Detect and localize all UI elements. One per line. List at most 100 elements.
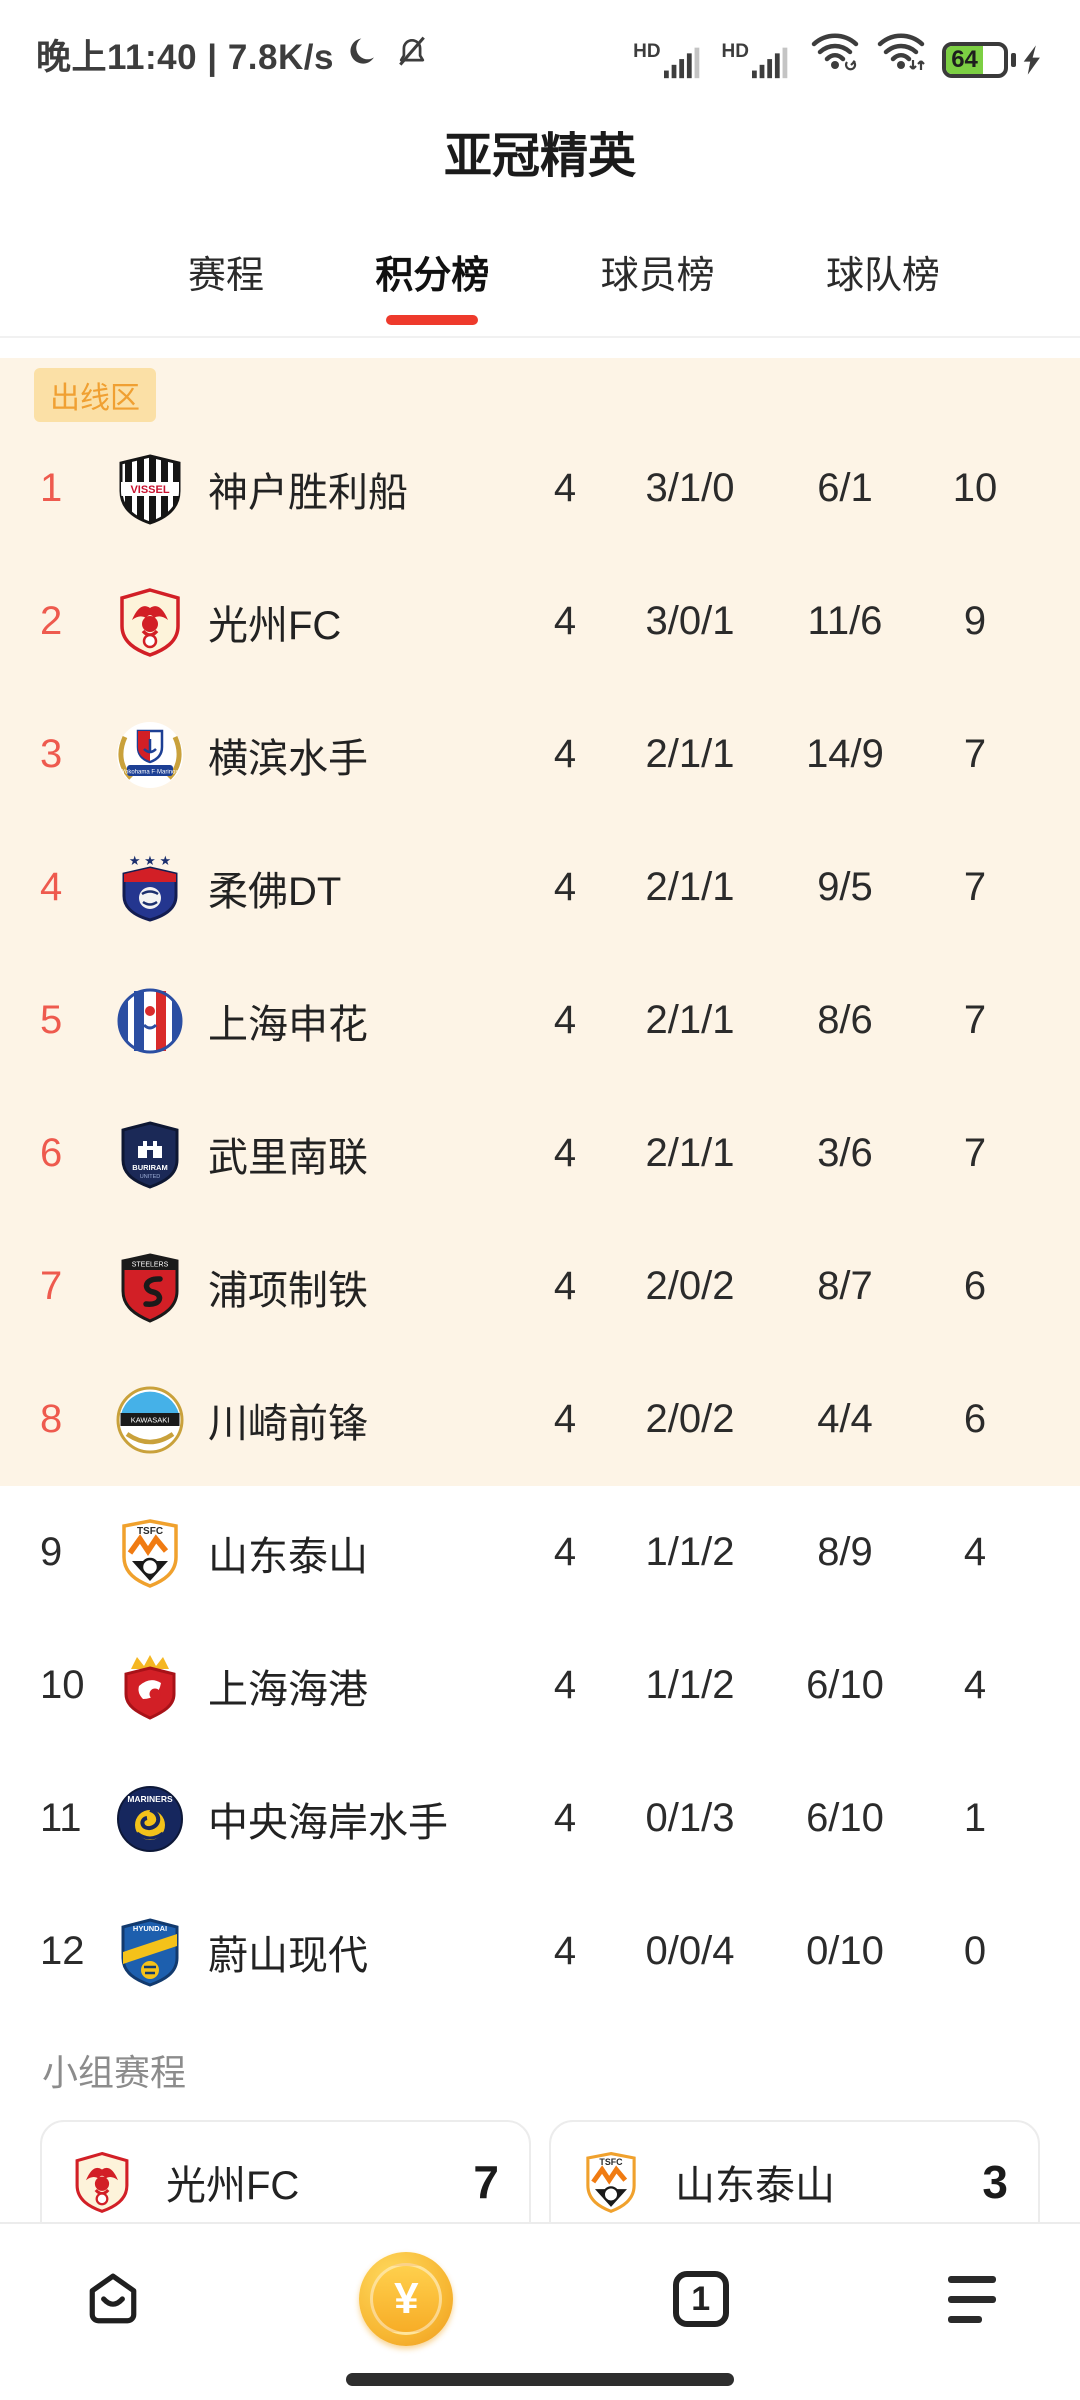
goals-for-against: 3/6 <box>817 1131 873 1175</box>
points: 1 <box>963 1796 987 1840</box>
page-title: 亚冠精英 <box>443 130 636 183</box>
home-indicator-bar[interactable] <box>346 2373 734 2386</box>
rank: 2 <box>40 599 63 643</box>
rank: 7 <box>40 1264 63 1308</box>
team-name: 柔佛DT <box>208 869 342 914</box>
tab-standings[interactable]: 积分榜 <box>375 244 489 325</box>
rank: 8 <box>40 1397 63 1441</box>
team-logo-buriram-united <box>98 1118 202 1190</box>
team-logo-johor-dt <box>98 851 202 924</box>
games-played: 4 <box>553 1264 577 1308</box>
table-row[interactable]: 7 浦项制铁 4 2/0/2 8/7 6 <box>0 1220 1080 1353</box>
goals-for-against: 11/6 <box>807 599 883 643</box>
tab-players[interactable]: 球员榜 <box>600 255 715 297</box>
fixture-team-row[interactable]: 山东泰山 3 <box>579 2136 1008 2228</box>
goals-for-against: 9/5 <box>817 865 873 909</box>
tab-divider <box>0 336 1080 338</box>
win-draw-loss: 2/1/1 <box>645 732 735 776</box>
qualification-zone: 出线区 1 神户胜利船 4 3/1/0 6/1 10 2 光州FC 4 3/0/… <box>0 358 1080 1486</box>
status-bar: 晚上11:40 | 7.8K/s HD HD <box>0 22 1080 86</box>
team-logo-pohang-steelers <box>98 1251 202 1323</box>
win-draw-loss: 0/0/4 <box>645 1929 735 1973</box>
games-played: 4 <box>553 1663 577 1707</box>
team-name: 上海海港 <box>208 1667 368 1712</box>
table-row[interactable]: 5 上海申花 4 2/1/1 8/6 7 <box>0 954 1080 1087</box>
team-name: 光州FC <box>208 603 342 648</box>
points: 6 <box>963 1264 987 1308</box>
points: 6 <box>963 1397 987 1441</box>
hd-voice-label: HD <box>633 40 661 62</box>
points: 0 <box>963 1929 987 1973</box>
table-row[interactable]: 12 蔚山现代 4 0/0/4 0/10 0 <box>0 1885 1080 2018</box>
team-logo-gwangju-fc <box>98 586 202 658</box>
standings-table: 出线区 1 神户胜利船 4 3/1/0 6/1 10 2 光州FC 4 3/0/… <box>0 338 1080 2332</box>
team-logo-shandong-taishan <box>579 2150 643 2214</box>
mute-bell-slash-icon <box>394 34 430 75</box>
table-row[interactable]: 6 武里南联 4 2/1/1 3/6 7 <box>0 1087 1080 1220</box>
team-score: 3 <box>982 2156 1008 2208</box>
games-played: 4 <box>553 466 577 510</box>
team-name: 浦项制铁 <box>208 1268 368 1313</box>
rank: 9 <box>40 1530 63 1574</box>
team-logo-ulsan-hyundai <box>98 1916 202 1988</box>
table-row[interactable]: 9 山东泰山 4 1/1/2 8/9 4 <box>0 1486 1080 1619</box>
goals-for-against: 8/6 <box>817 998 873 1042</box>
table-row[interactable]: 4 柔佛DT 4 2/1/1 9/5 7 <box>0 821 1080 954</box>
team-logo-central-coast-mariners <box>98 1783 202 1855</box>
signal-bars-icon <box>663 47 699 78</box>
rank: 6 <box>40 1131 63 1175</box>
wifi-link-icon <box>810 30 860 77</box>
table-row[interactable]: 3 横滨水手 4 2/1/1 14/9 7 <box>0 688 1080 821</box>
win-draw-loss: 2/1/1 <box>645 1131 735 1175</box>
team-name: 蔚山现代 <box>208 1933 368 1978</box>
win-draw-loss: 1/1/2 <box>645 1663 735 1707</box>
nav-coin-button[interactable]: ¥ <box>359 2252 454 2346</box>
games-played: 4 <box>553 865 577 909</box>
tab-bar: 赛程 积分榜 球员榜 球队榜 <box>188 244 940 325</box>
sim1-signal: HD <box>633 41 705 79</box>
team-logo-shanghai-shenhua <box>98 985 202 1057</box>
qualification-zone-label: 出线区 <box>34 368 156 422</box>
rank: 11 <box>40 1796 82 1840</box>
table-row[interactable]: 10 上海海港 4 1/1/2 6/10 4 <box>0 1619 1080 1752</box>
goals-for-against: 6/1 <box>817 466 873 510</box>
nav-menu-button[interactable] <box>947 2275 996 2323</box>
table-row[interactable]: 11 中央海岸水手 4 0/1/3 6/10 1 <box>0 1752 1080 1885</box>
team-name: 山东泰山 <box>208 1534 368 1579</box>
win-draw-loss: 0/1/3 <box>645 1796 735 1840</box>
games-played: 4 <box>553 732 577 776</box>
hd-voice-label: HD <box>721 40 749 62</box>
team-logo-shanghai-port <box>98 1650 202 1722</box>
team-logo-yokohama-marinos <box>98 719 202 791</box>
tab-teams[interactable]: 球队榜 <box>825 255 940 297</box>
rank: 10 <box>40 1663 85 1707</box>
home-icon <box>89 2273 137 2324</box>
sim2-signal: HD <box>722 41 794 79</box>
games-played: 4 <box>553 1397 577 1441</box>
battery-icon: 64 <box>942 41 1008 78</box>
charging-bolt-icon <box>1023 44 1040 75</box>
badge-count: 1 <box>691 2279 711 2318</box>
signal-bars-icon <box>752 47 788 78</box>
status-time-and-speed: 晚上11:40 | 7.8K/s <box>36 37 334 77</box>
points: 4 <box>963 1530 987 1574</box>
games-played: 4 <box>553 1131 577 1175</box>
table-row[interactable]: 1 神户胜利船 4 3/1/0 6/1 10 <box>0 422 1080 555</box>
nav-home-button[interactable] <box>86 2271 140 2327</box>
team-name: 山东泰山 <box>675 2164 835 2208</box>
active-tab-underline <box>386 315 479 325</box>
nav-tasks-button[interactable]: 1 <box>672 2271 729 2327</box>
games-played: 4 <box>553 599 577 643</box>
team-name: 横滨水手 <box>208 736 368 781</box>
fixture-team-row[interactable]: 光州FC 7 <box>70 2136 499 2228</box>
count-badge-icon: 1 <box>672 2271 729 2327</box>
win-draw-loss: 1/1/2 <box>645 1530 735 1574</box>
win-draw-loss: 3/1/0 <box>645 466 735 510</box>
tab-schedule[interactable]: 赛程 <box>188 255 265 297</box>
team-score: 7 <box>473 2156 499 2208</box>
team-name: 上海申花 <box>208 1002 368 1047</box>
table-row[interactable]: 2 光州FC 4 3/0/1 11/6 9 <box>0 555 1080 688</box>
goals-for-against: 0/10 <box>806 1929 884 1973</box>
table-row[interactable]: 8 川崎前锋 4 2/0/2 4/4 6 <box>0 1353 1080 1486</box>
